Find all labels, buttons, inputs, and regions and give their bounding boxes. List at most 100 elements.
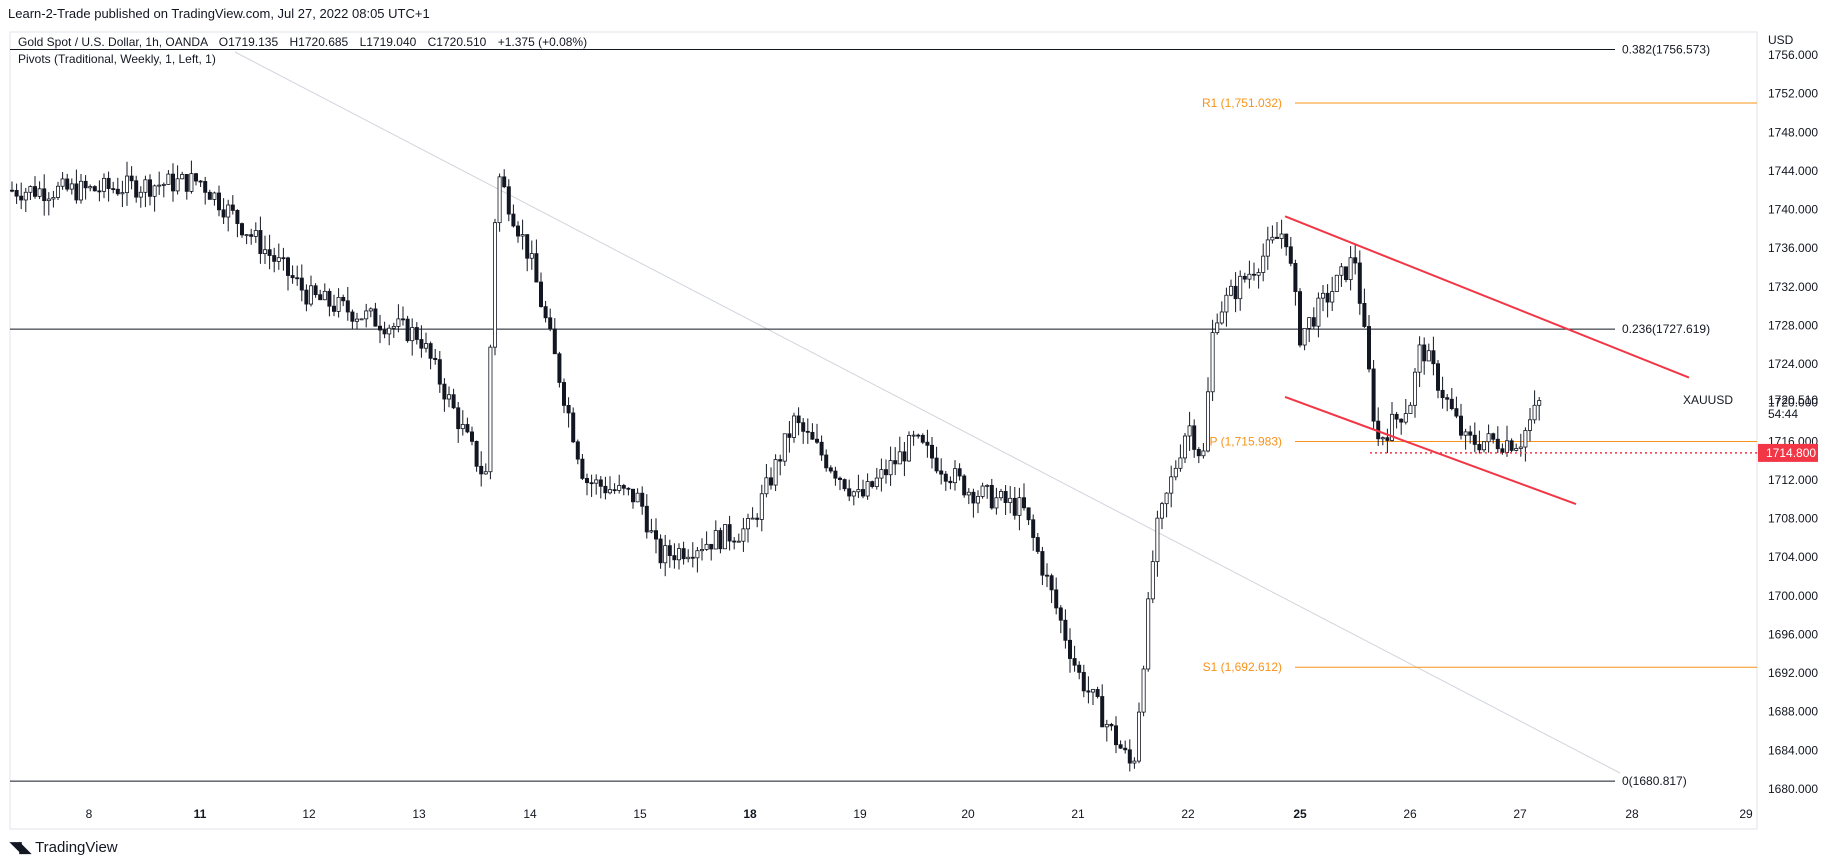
candle-body [1137, 711, 1142, 762]
candle-body [460, 424, 465, 430]
price-tick-label: 1696.000 [1768, 627, 1818, 641]
candle-body [423, 343, 428, 349]
candle-body [1127, 749, 1132, 764]
candle-body [1528, 419, 1533, 431]
candle-body [1394, 413, 1399, 420]
candle-body [345, 300, 350, 313]
candle-body [1141, 668, 1146, 713]
candle-body [851, 491, 856, 497]
candle-body [1219, 311, 1224, 324]
candle-body [796, 415, 801, 424]
time-tick-label: 15 [633, 807, 647, 821]
candle-body [1385, 437, 1390, 441]
candle-body [930, 444, 935, 459]
channel-lower-line[interactable] [1284, 395, 1577, 506]
candle-body [1426, 350, 1431, 362]
candle-body [907, 435, 912, 462]
candle-body [400, 318, 405, 321]
fib-level-label: 0.382(1756.573) [1622, 42, 1710, 56]
candle-body [19, 195, 24, 201]
time-tick-label: 14 [523, 807, 537, 821]
candle-body [971, 491, 976, 504]
price-tick-label: 1700.000 [1768, 589, 1818, 603]
candle-body [216, 192, 221, 211]
published-header: Learn-2-Trade published on TradingView.c… [8, 6, 430, 21]
candle-body [1233, 285, 1238, 300]
candle-body [322, 290, 327, 301]
candle-body [552, 328, 557, 355]
candle-body [626, 487, 631, 490]
candle-body [1348, 257, 1353, 281]
candle-body [920, 434, 925, 443]
candle-body [203, 181, 208, 193]
price-tick-label: 1736.000 [1768, 241, 1818, 255]
candle-body [414, 327, 419, 340]
candle-body [1408, 404, 1413, 414]
candle-body [1017, 497, 1022, 516]
candle-body [295, 277, 300, 280]
candle-body [14, 190, 19, 197]
tradingview-logo[interactable]: ◥◣ TradingView [10, 838, 118, 857]
candle-body [506, 186, 511, 215]
candle-body [331, 305, 336, 312]
candle-body [1008, 497, 1013, 503]
candle-body [893, 460, 898, 465]
candle-body [1505, 440, 1510, 453]
candle-body [865, 481, 870, 497]
candle-body [690, 556, 695, 559]
candle-body [33, 186, 38, 197]
channel-upper-line[interactable] [1284, 215, 1690, 379]
candle-body [1509, 440, 1514, 451]
candle-body [778, 459, 783, 462]
tradingview-logo-text: TradingView [35, 838, 118, 856]
candle-body [79, 180, 84, 201]
candle-body [299, 277, 304, 291]
candle-body [497, 176, 502, 224]
candle-body [308, 285, 313, 305]
legend-indicator: Pivots (Traditional, Weekly, 1, Left, 1) [18, 52, 216, 66]
candle-body [465, 424, 470, 433]
candle-body [1477, 444, 1482, 451]
candle-body [1256, 272, 1261, 276]
candle-body [1514, 448, 1519, 451]
candle-body [976, 496, 981, 504]
candle-body [1270, 236, 1275, 241]
price-tick-label: 1728.000 [1768, 318, 1818, 332]
candle-body [1123, 747, 1128, 751]
candle-body [566, 405, 571, 414]
price-tick-label: 1752.000 [1768, 87, 1818, 101]
candle-body [534, 253, 539, 283]
candle-body [529, 253, 534, 259]
candle-body [1196, 449, 1201, 457]
candle-body [267, 249, 272, 256]
candle-body [235, 209, 240, 224]
candlestick-series [9, 160, 1542, 772]
candle-body [129, 175, 134, 182]
candle-body [1058, 607, 1063, 621]
legend-symbol: Gold Spot / U.S. Dollar, 1h, OANDA O1719… [18, 35, 587, 49]
candle-body [451, 394, 456, 409]
candle-body [1022, 497, 1027, 509]
candle-body [957, 468, 962, 477]
time-tick-label: 22 [1181, 807, 1195, 821]
candle-body [1054, 589, 1059, 609]
long-trendline[interactable] [234, 51, 1621, 774]
candle-body [1440, 389, 1445, 399]
candle-body [1537, 400, 1542, 406]
candle-body [285, 257, 290, 276]
candle-body [1500, 448, 1505, 453]
candle-body [152, 185, 157, 197]
candle-body [1307, 317, 1312, 329]
candle-body [207, 191, 212, 200]
candle-body [23, 191, 28, 201]
candle-body [879, 469, 884, 479]
candle-body [1100, 696, 1105, 728]
candle-body [943, 473, 948, 482]
candle-body [1215, 322, 1220, 334]
legend-open: O1719.135 [219, 35, 279, 49]
candle-body [1518, 446, 1523, 449]
candle-body [239, 223, 244, 236]
candle-body [1532, 404, 1537, 421]
candle-body [304, 289, 309, 305]
